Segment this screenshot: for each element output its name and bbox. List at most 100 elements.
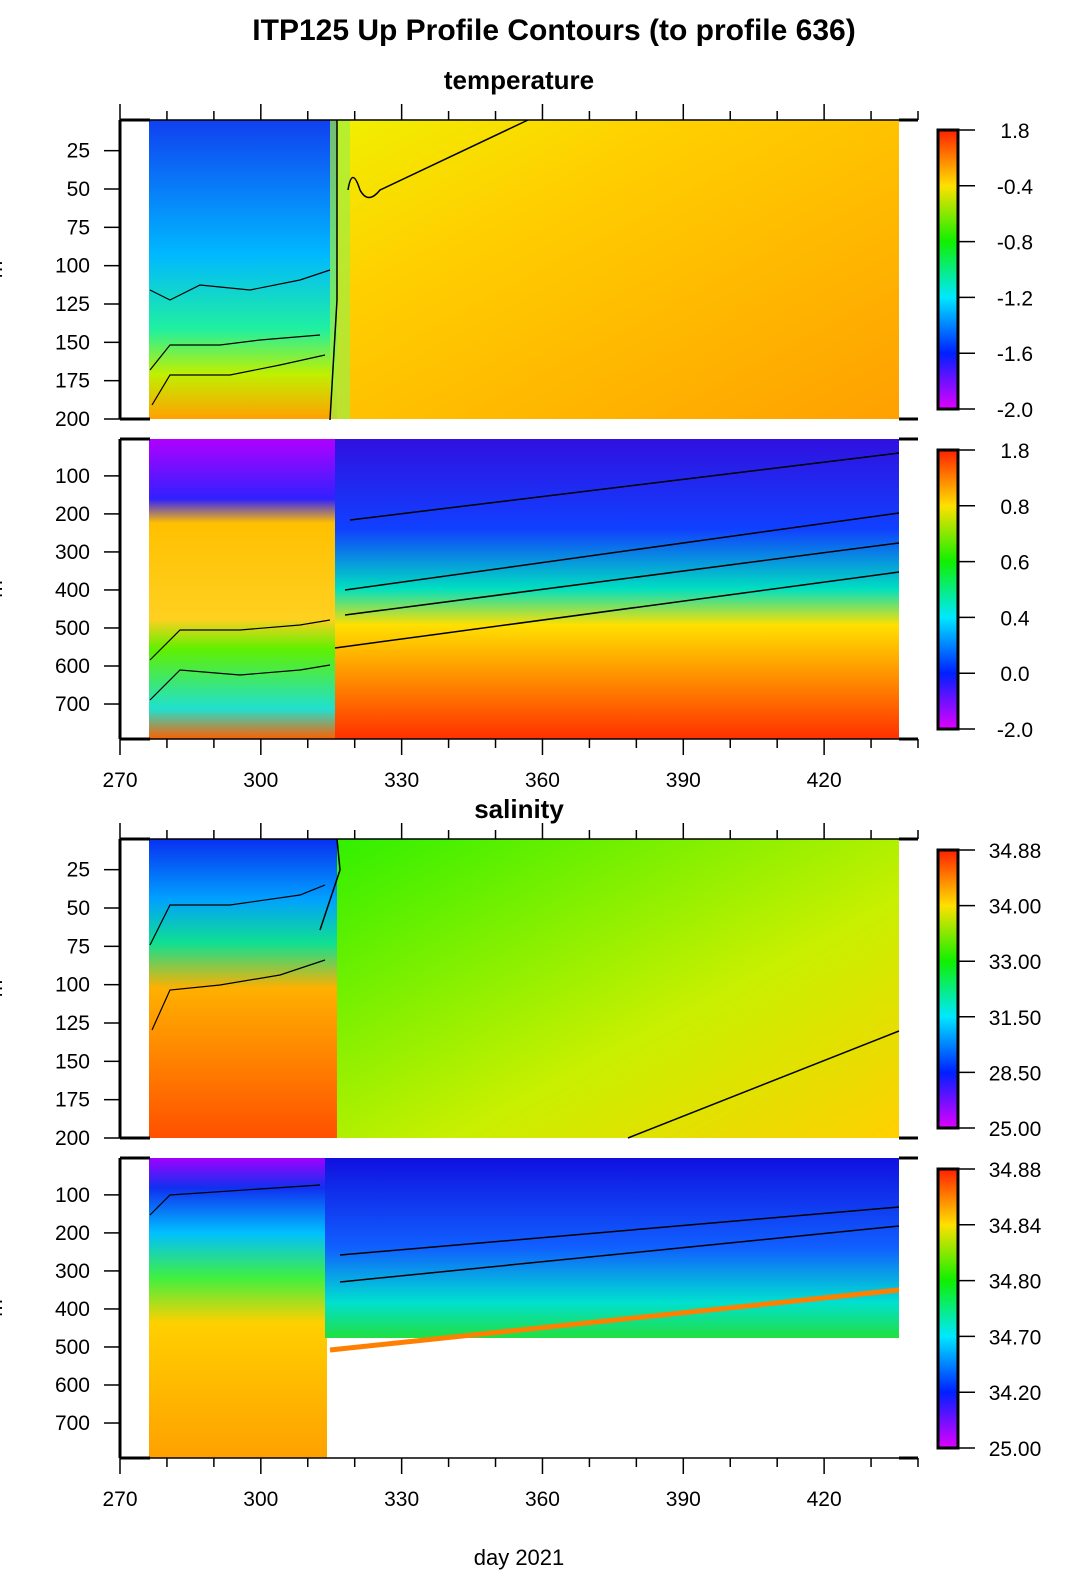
colorbar-tick-label: 34.00 xyxy=(989,896,1042,919)
y-tick-label: 500 xyxy=(55,1336,90,1359)
x-tick-label: 330 xyxy=(384,769,419,792)
y-tick-label: 100 xyxy=(55,974,90,997)
colorbar-tick-label: 34.88 xyxy=(989,1159,1042,1182)
colorbar xyxy=(936,848,960,1130)
y-tick-label: 100 xyxy=(55,1184,90,1207)
heatmap-region xyxy=(149,1158,327,1458)
x-tick-label: 300 xyxy=(243,769,278,792)
colorbar xyxy=(936,128,960,411)
y-axis-label: m xyxy=(0,580,7,598)
x-tick-label: 300 xyxy=(243,1488,278,1511)
heatmap-region xyxy=(325,1158,899,1338)
contour-line xyxy=(149,334,321,371)
y-axis-label: m xyxy=(0,261,7,279)
salinity-upper-heatmap xyxy=(149,838,900,1139)
contour-line xyxy=(149,619,331,661)
y-tick-label: 600 xyxy=(55,1374,90,1397)
colorbar-tick-label: -1.2 xyxy=(997,287,1033,310)
y-tick-label: 100 xyxy=(55,465,90,488)
y-tick-label: 25 xyxy=(67,859,90,882)
contour-line xyxy=(349,452,900,521)
y-tick-label: 600 xyxy=(55,655,90,678)
contour-line xyxy=(334,571,900,649)
colorbar-tick-label: 0.8 xyxy=(1000,496,1029,519)
y-tick-label: 50 xyxy=(67,178,90,201)
colorbar-tick-label: -0.4 xyxy=(997,176,1034,199)
y-tick-label: 175 xyxy=(55,370,90,393)
contour-line xyxy=(149,664,331,701)
y-tick-label: 300 xyxy=(55,541,90,564)
y-tick-label: 100 xyxy=(55,255,90,278)
y-tick-label: 75 xyxy=(67,216,90,239)
contour-line xyxy=(329,1287,900,1353)
y-tick-label: 125 xyxy=(55,293,90,316)
contour-line xyxy=(344,512,900,591)
contour-line xyxy=(151,959,326,1031)
y-tick-label: 125 xyxy=(55,1012,90,1035)
y-axis-label: m xyxy=(0,980,7,998)
y-tick-label: 25 xyxy=(67,140,90,163)
x-tick-label: 270 xyxy=(102,769,137,792)
heatmap-region xyxy=(335,439,899,739)
contour-line xyxy=(347,119,529,199)
colorbar-tick-label: 33.00 xyxy=(989,951,1042,974)
y-tick-label: 700 xyxy=(55,693,90,716)
y-tick-label: 200 xyxy=(55,1127,90,1150)
colorbar-tick-label: 34.20 xyxy=(989,1382,1042,1405)
x-tick-label: 330 xyxy=(384,1488,419,1511)
contour-line xyxy=(149,884,326,946)
salinity-title: salinity xyxy=(474,794,564,824)
y-tick-label: 400 xyxy=(55,579,90,602)
colorbar-tick-label: 34.84 xyxy=(989,1215,1042,1238)
y-tick-label: 175 xyxy=(55,1089,90,1112)
y-tick-label: 400 xyxy=(55,1298,90,1321)
contour-line xyxy=(151,354,326,406)
colorbar-tick-label: 0.0 xyxy=(1000,663,1029,686)
temperature-title: temperature xyxy=(444,65,594,95)
y-tick-label: 700 xyxy=(55,1412,90,1435)
y-tick-label: 500 xyxy=(55,617,90,640)
y-tick-label: 200 xyxy=(55,408,90,431)
colorbar-tick-label: 1.8 xyxy=(1000,440,1029,463)
heatmap-region xyxy=(149,839,339,1138)
contour-line xyxy=(339,1206,900,1256)
colorbar-tick-label: 28.50 xyxy=(989,1062,1042,1085)
colorbar-tick-label: -2.0 xyxy=(997,719,1033,742)
colorbar-tick-label: -1.6 xyxy=(997,343,1033,366)
contour-line xyxy=(344,542,900,616)
temperature-upper-heatmap xyxy=(149,119,899,421)
contour-line xyxy=(627,1030,900,1139)
salinity-lower-heatmap xyxy=(149,1158,900,1458)
x-tick-label: 360 xyxy=(525,769,560,792)
colorbar xyxy=(936,1167,960,1450)
x-tick-label: 390 xyxy=(666,1488,701,1511)
y-tick-label: 75 xyxy=(67,935,90,958)
figure-title: ITP125 Up Profile Contours (to profile 6… xyxy=(252,14,855,47)
y-tick-label: 200 xyxy=(55,503,90,526)
colorbar-tick-label: 1.8 xyxy=(1000,120,1029,143)
colorbar xyxy=(936,448,960,731)
colorbar-tick-label: 25.00 xyxy=(989,1118,1042,1141)
colorbar-tick-label: -0.8 xyxy=(997,232,1033,255)
colorbar-tick-label: 25.00 xyxy=(989,1438,1042,1461)
heatmap-region xyxy=(337,120,899,419)
y-tick-label: 300 xyxy=(55,1260,90,1283)
colorbar-tick-label: 0.6 xyxy=(1000,552,1029,575)
x-tick-label: 420 xyxy=(807,769,842,792)
colorbar-tick-label: 0.4 xyxy=(1000,607,1030,630)
contour-line xyxy=(339,1225,900,1283)
heatmap-region xyxy=(337,839,899,1138)
contour-line xyxy=(149,1184,321,1216)
heatmap-region xyxy=(149,120,339,419)
y-axis-label: m xyxy=(0,1299,7,1317)
x-tick-label: 360 xyxy=(525,1488,560,1511)
colorbar-tick-label: 34.70 xyxy=(989,1326,1042,1349)
colorbar-tick-label: 34.88 xyxy=(989,840,1042,863)
x-tick-label: 390 xyxy=(666,769,701,792)
colorbar-tick-label: -2.0 xyxy=(997,399,1033,422)
y-tick-label: 200 xyxy=(55,1222,90,1245)
colorbar-tick-label: 34.80 xyxy=(989,1271,1042,1294)
heatmap-region xyxy=(149,439,339,739)
